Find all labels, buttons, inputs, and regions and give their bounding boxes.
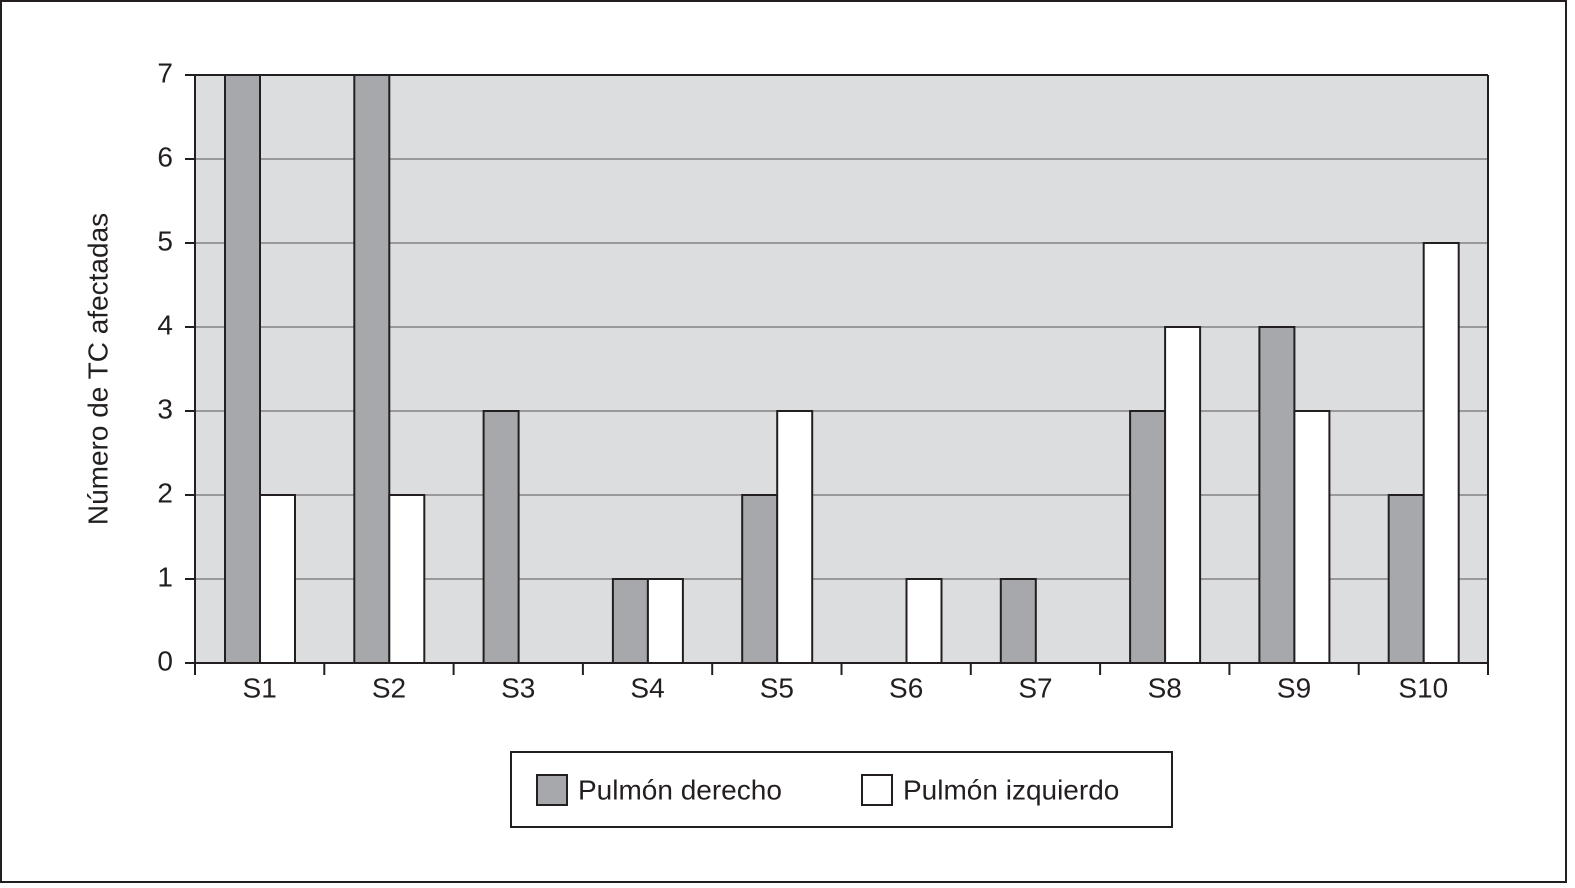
y-tick-label: 1 xyxy=(157,561,173,592)
y-tick-label: 5 xyxy=(157,225,173,256)
legend-label: Pulmón derecho xyxy=(578,774,782,805)
x-tick-label: S2 xyxy=(372,672,406,703)
y-tick-label: 4 xyxy=(157,309,173,340)
legend xyxy=(510,751,1173,828)
y-tick-label: 2 xyxy=(157,477,173,508)
bar xyxy=(1164,326,1202,664)
y-tick-label: 0 xyxy=(157,645,173,676)
legend-label: Pulmón izquierdo xyxy=(903,774,1119,805)
legend-swatch xyxy=(861,774,893,806)
bar xyxy=(1422,242,1460,664)
bar xyxy=(776,410,814,664)
x-tick-label: S5 xyxy=(760,672,794,703)
bar xyxy=(259,494,296,664)
x-tick-label: S7 xyxy=(1018,672,1052,703)
bar xyxy=(1387,494,1425,664)
bar xyxy=(999,578,1037,664)
x-tick-label: S6 xyxy=(889,672,923,703)
bar xyxy=(741,494,779,664)
x-tick-label: S3 xyxy=(501,672,535,703)
bar xyxy=(611,578,649,664)
x-tick-label: S9 xyxy=(1277,672,1311,703)
bar xyxy=(482,410,520,664)
x-tick-label: S4 xyxy=(630,672,664,703)
y-axis-title: Número de TC afectadas xyxy=(82,213,113,525)
bar xyxy=(1129,410,1167,664)
y-tick-label: 6 xyxy=(157,141,173,172)
bar xyxy=(1293,410,1331,664)
legend-swatch xyxy=(536,774,568,806)
bar xyxy=(905,578,943,664)
bar xyxy=(388,494,426,664)
bar xyxy=(1258,326,1296,664)
x-tick-label: S10 xyxy=(1398,672,1448,703)
bar xyxy=(353,74,391,664)
x-tick-label: S8 xyxy=(1148,672,1182,703)
bar xyxy=(224,74,261,664)
y-tick-label: 7 xyxy=(157,57,173,88)
y-tick-label: 3 xyxy=(157,393,173,424)
bar xyxy=(646,578,684,664)
x-tick-label: S1 xyxy=(243,672,277,703)
